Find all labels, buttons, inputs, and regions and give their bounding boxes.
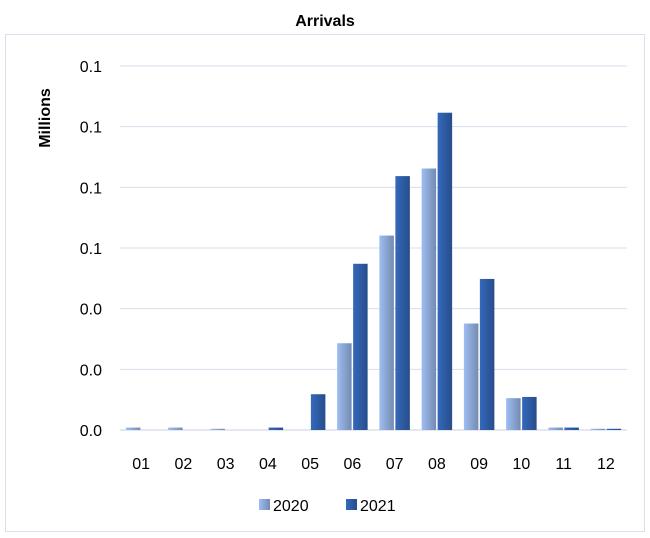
chart-title: Arrivals <box>295 13 355 30</box>
x-axis-ticks: 01 02 03 04 05 06 07 08 09 10 11 12 <box>132 456 615 473</box>
x-tick-label: 03 <box>217 456 235 473</box>
legend-label-2020: 2020 <box>273 498 309 515</box>
x-tick-label: 01 <box>132 456 150 473</box>
y-tick-label: 0.0 <box>80 302 102 319</box>
legend: 2020 2021 <box>259 498 396 515</box>
bar-2021-06 <box>353 263 368 430</box>
bar-2020-03 <box>210 428 225 430</box>
y-tick-label: 0.1 <box>80 59 102 76</box>
x-tick-label: 05 <box>301 456 319 473</box>
bar-2021-11 <box>564 427 579 430</box>
x-tick-label: 10 <box>512 456 530 473</box>
legend-label-2021: 2021 <box>360 498 396 515</box>
legend-swatch-2021 <box>346 499 357 510</box>
bar-2020-08 <box>421 168 437 430</box>
bar-2020-01 <box>125 427 141 430</box>
chart-frame <box>5 34 645 532</box>
x-tick-label: 07 <box>386 456 404 473</box>
x-tick-label: 08 <box>428 456 446 473</box>
bars <box>125 112 622 431</box>
bar-2021-08 <box>437 112 453 431</box>
x-tick-label: 04 <box>259 456 277 473</box>
bar-2021-07 <box>395 176 410 430</box>
x-tick-label: 09 <box>470 456 488 473</box>
bar-2020-09 <box>463 323 479 430</box>
bar-2020-06 <box>337 343 352 430</box>
y-tick-label: 0.1 <box>80 120 102 137</box>
y-tick-label: 0.0 <box>80 423 102 440</box>
bar-2020-07 <box>379 235 394 430</box>
y-axis-label: Millions <box>37 88 54 148</box>
y-tick-label: 0.1 <box>80 180 102 197</box>
y-axis-ticks: 0.0 0.0 0.0 0.1 0.1 0.1 0.1 <box>80 59 102 440</box>
x-tick-label: 06 <box>343 456 361 473</box>
bar-2021-05 <box>310 394 326 430</box>
x-tick-label: 02 <box>174 456 192 473</box>
x-tick-label: 12 <box>597 456 615 473</box>
bar-2021-12 <box>606 428 622 430</box>
bar-2020-11 <box>548 427 563 430</box>
y-tick-label: 0.0 <box>80 362 102 379</box>
bar-2021-10 <box>522 396 537 430</box>
gridlines <box>120 65 627 431</box>
bar-2020-02 <box>168 427 183 430</box>
bar-2021-04 <box>268 427 284 430</box>
bar-2020-12 <box>590 428 606 430</box>
legend-swatch-2020 <box>259 499 270 510</box>
x-tick-label: 11 <box>555 456 572 473</box>
y-tick-label: 0.1 <box>80 241 102 258</box>
bar-2020-10 <box>506 398 521 430</box>
bar-2021-09 <box>479 278 495 430</box>
